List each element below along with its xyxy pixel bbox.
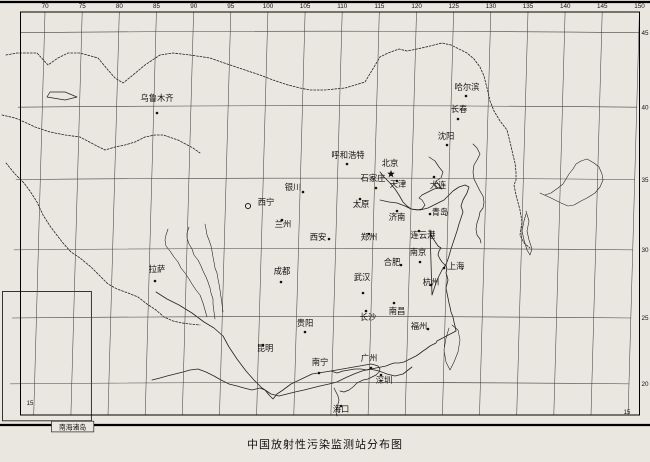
svg-text:80: 80 [116, 3, 124, 10]
svg-text:合肥: 合肥 [384, 257, 401, 267]
svg-text:45: 45 [641, 30, 649, 37]
svg-text:70: 70 [42, 3, 50, 10]
svg-text:武汉: 武汉 [354, 272, 371, 282]
svg-text:西宁: 西宁 [258, 197, 275, 207]
svg-text:贵阳: 贵阳 [297, 318, 314, 328]
svg-text:北京: 北京 [382, 158, 399, 168]
svg-text:130: 130 [486, 3, 497, 10]
svg-text:25: 25 [641, 315, 649, 322]
svg-text:福州: 福州 [411, 321, 428, 331]
svg-text:杭州: 杭州 [423, 277, 440, 287]
svg-text:成都: 成都 [274, 266, 291, 276]
svg-text:100: 100 [263, 3, 274, 10]
svg-text:90: 90 [190, 3, 198, 10]
svg-text:哈尔滨: 哈尔滨 [455, 82, 480, 92]
svg-text:30: 30 [641, 247, 649, 254]
svg-text:上海: 上海 [448, 261, 465, 271]
svg-text:太原: 太原 [353, 199, 370, 209]
svg-text:连云港: 连云港 [411, 230, 437, 240]
svg-text:银川: 银川 [285, 182, 302, 192]
svg-text:呼和浩特: 呼和浩特 [331, 150, 364, 160]
svg-text:135: 135 [523, 3, 534, 10]
svg-text:深圳: 深圳 [376, 375, 393, 385]
svg-text:海口: 海口 [333, 404, 350, 414]
svg-text:150: 150 [634, 3, 645, 10]
svg-text:145: 145 [597, 3, 608, 10]
svg-text:85: 85 [153, 3, 161, 10]
svg-text:40: 40 [641, 104, 649, 111]
svg-text:西安: 西安 [310, 232, 327, 242]
svg-text:石家庄: 石家庄 [361, 173, 386, 183]
svg-text:兰州: 兰州 [275, 219, 292, 229]
svg-text:沈阳: 沈阳 [438, 131, 455, 141]
svg-text:济南: 济南 [389, 212, 406, 222]
svg-text:乌鲁木齐: 乌鲁木齐 [140, 93, 173, 103]
svg-text:20: 20 [641, 381, 649, 388]
svg-text:拉萨: 拉萨 [149, 264, 166, 274]
svg-text:长春: 长春 [451, 104, 468, 114]
svg-text:125: 125 [448, 3, 459, 10]
svg-text:广州: 广州 [361, 353, 378, 363]
svg-text:南京: 南京 [410, 247, 427, 257]
svg-text:140: 140 [560, 3, 571, 10]
svg-text:中国放射性污染监测站分布图: 中国放射性污染监测站分布图 [247, 437, 403, 451]
svg-text:15: 15 [624, 410, 631, 416]
svg-text:大连: 大连 [430, 180, 447, 190]
svg-text:南昌: 南昌 [389, 306, 406, 316]
svg-text:青岛: 青岛 [432, 207, 449, 217]
svg-text:天津: 天津 [390, 179, 407, 189]
svg-text:郑州: 郑州 [361, 232, 378, 242]
svg-text:95: 95 [227, 3, 235, 10]
svg-text:南海诸岛: 南海诸岛 [59, 423, 86, 432]
svg-text:南宁: 南宁 [312, 357, 329, 367]
svg-text:35: 35 [641, 177, 649, 184]
svg-text:105: 105 [300, 3, 311, 10]
svg-text:120: 120 [411, 3, 422, 10]
svg-text:15: 15 [27, 401, 34, 407]
svg-text:长沙: 长沙 [360, 312, 377, 322]
svg-text:昆明: 昆明 [257, 343, 274, 353]
svg-text:115: 115 [374, 3, 385, 10]
svg-text:110: 110 [337, 3, 348, 10]
svg-text:75: 75 [79, 3, 87, 10]
